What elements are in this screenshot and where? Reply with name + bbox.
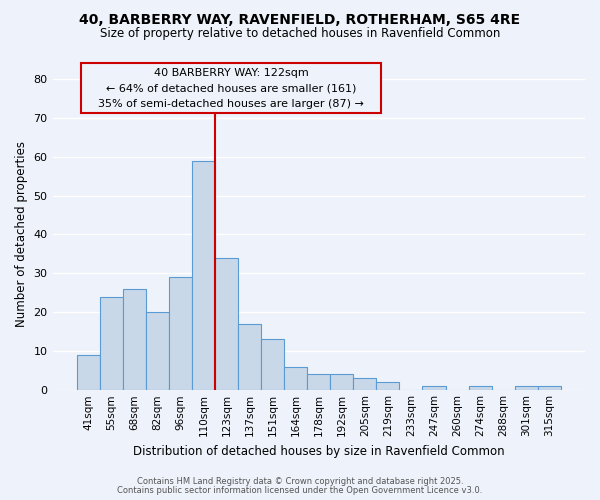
Bar [330,374,353,390]
Bar [284,366,307,390]
Bar [192,160,215,390]
Bar [307,374,330,390]
Bar [469,386,491,390]
Bar [169,277,192,390]
Bar [100,296,123,390]
Text: Size of property relative to detached houses in Ravenfield Common: Size of property relative to detached ho… [100,28,500,40]
Bar [422,386,446,390]
Bar [538,386,561,390]
X-axis label: Distribution of detached houses by size in Ravenfield Common: Distribution of detached houses by size … [133,444,505,458]
Text: ← 64% of detached houses are smaller (161): ← 64% of detached houses are smaller (16… [106,84,356,94]
Text: 40, BARBERRY WAY, RAVENFIELD, ROTHERHAM, S65 4RE: 40, BARBERRY WAY, RAVENFIELD, ROTHERHAM,… [79,12,521,26]
Text: 35% of semi-detached houses are larger (87) →: 35% of semi-detached houses are larger (… [98,99,364,109]
Bar [77,355,100,390]
Bar [376,382,400,390]
Bar [238,324,261,390]
Bar [215,258,238,390]
Text: 40 BARBERRY WAY: 122sqm: 40 BARBERRY WAY: 122sqm [154,68,308,78]
Y-axis label: Number of detached properties: Number of detached properties [15,142,28,328]
Bar [261,340,284,390]
Bar [123,289,146,390]
Bar [353,378,376,390]
Bar [515,386,538,390]
Bar [146,312,169,390]
Text: Contains HM Land Registry data © Crown copyright and database right 2025.: Contains HM Land Registry data © Crown c… [137,477,463,486]
Text: Contains public sector information licensed under the Open Government Licence v3: Contains public sector information licen… [118,486,482,495]
